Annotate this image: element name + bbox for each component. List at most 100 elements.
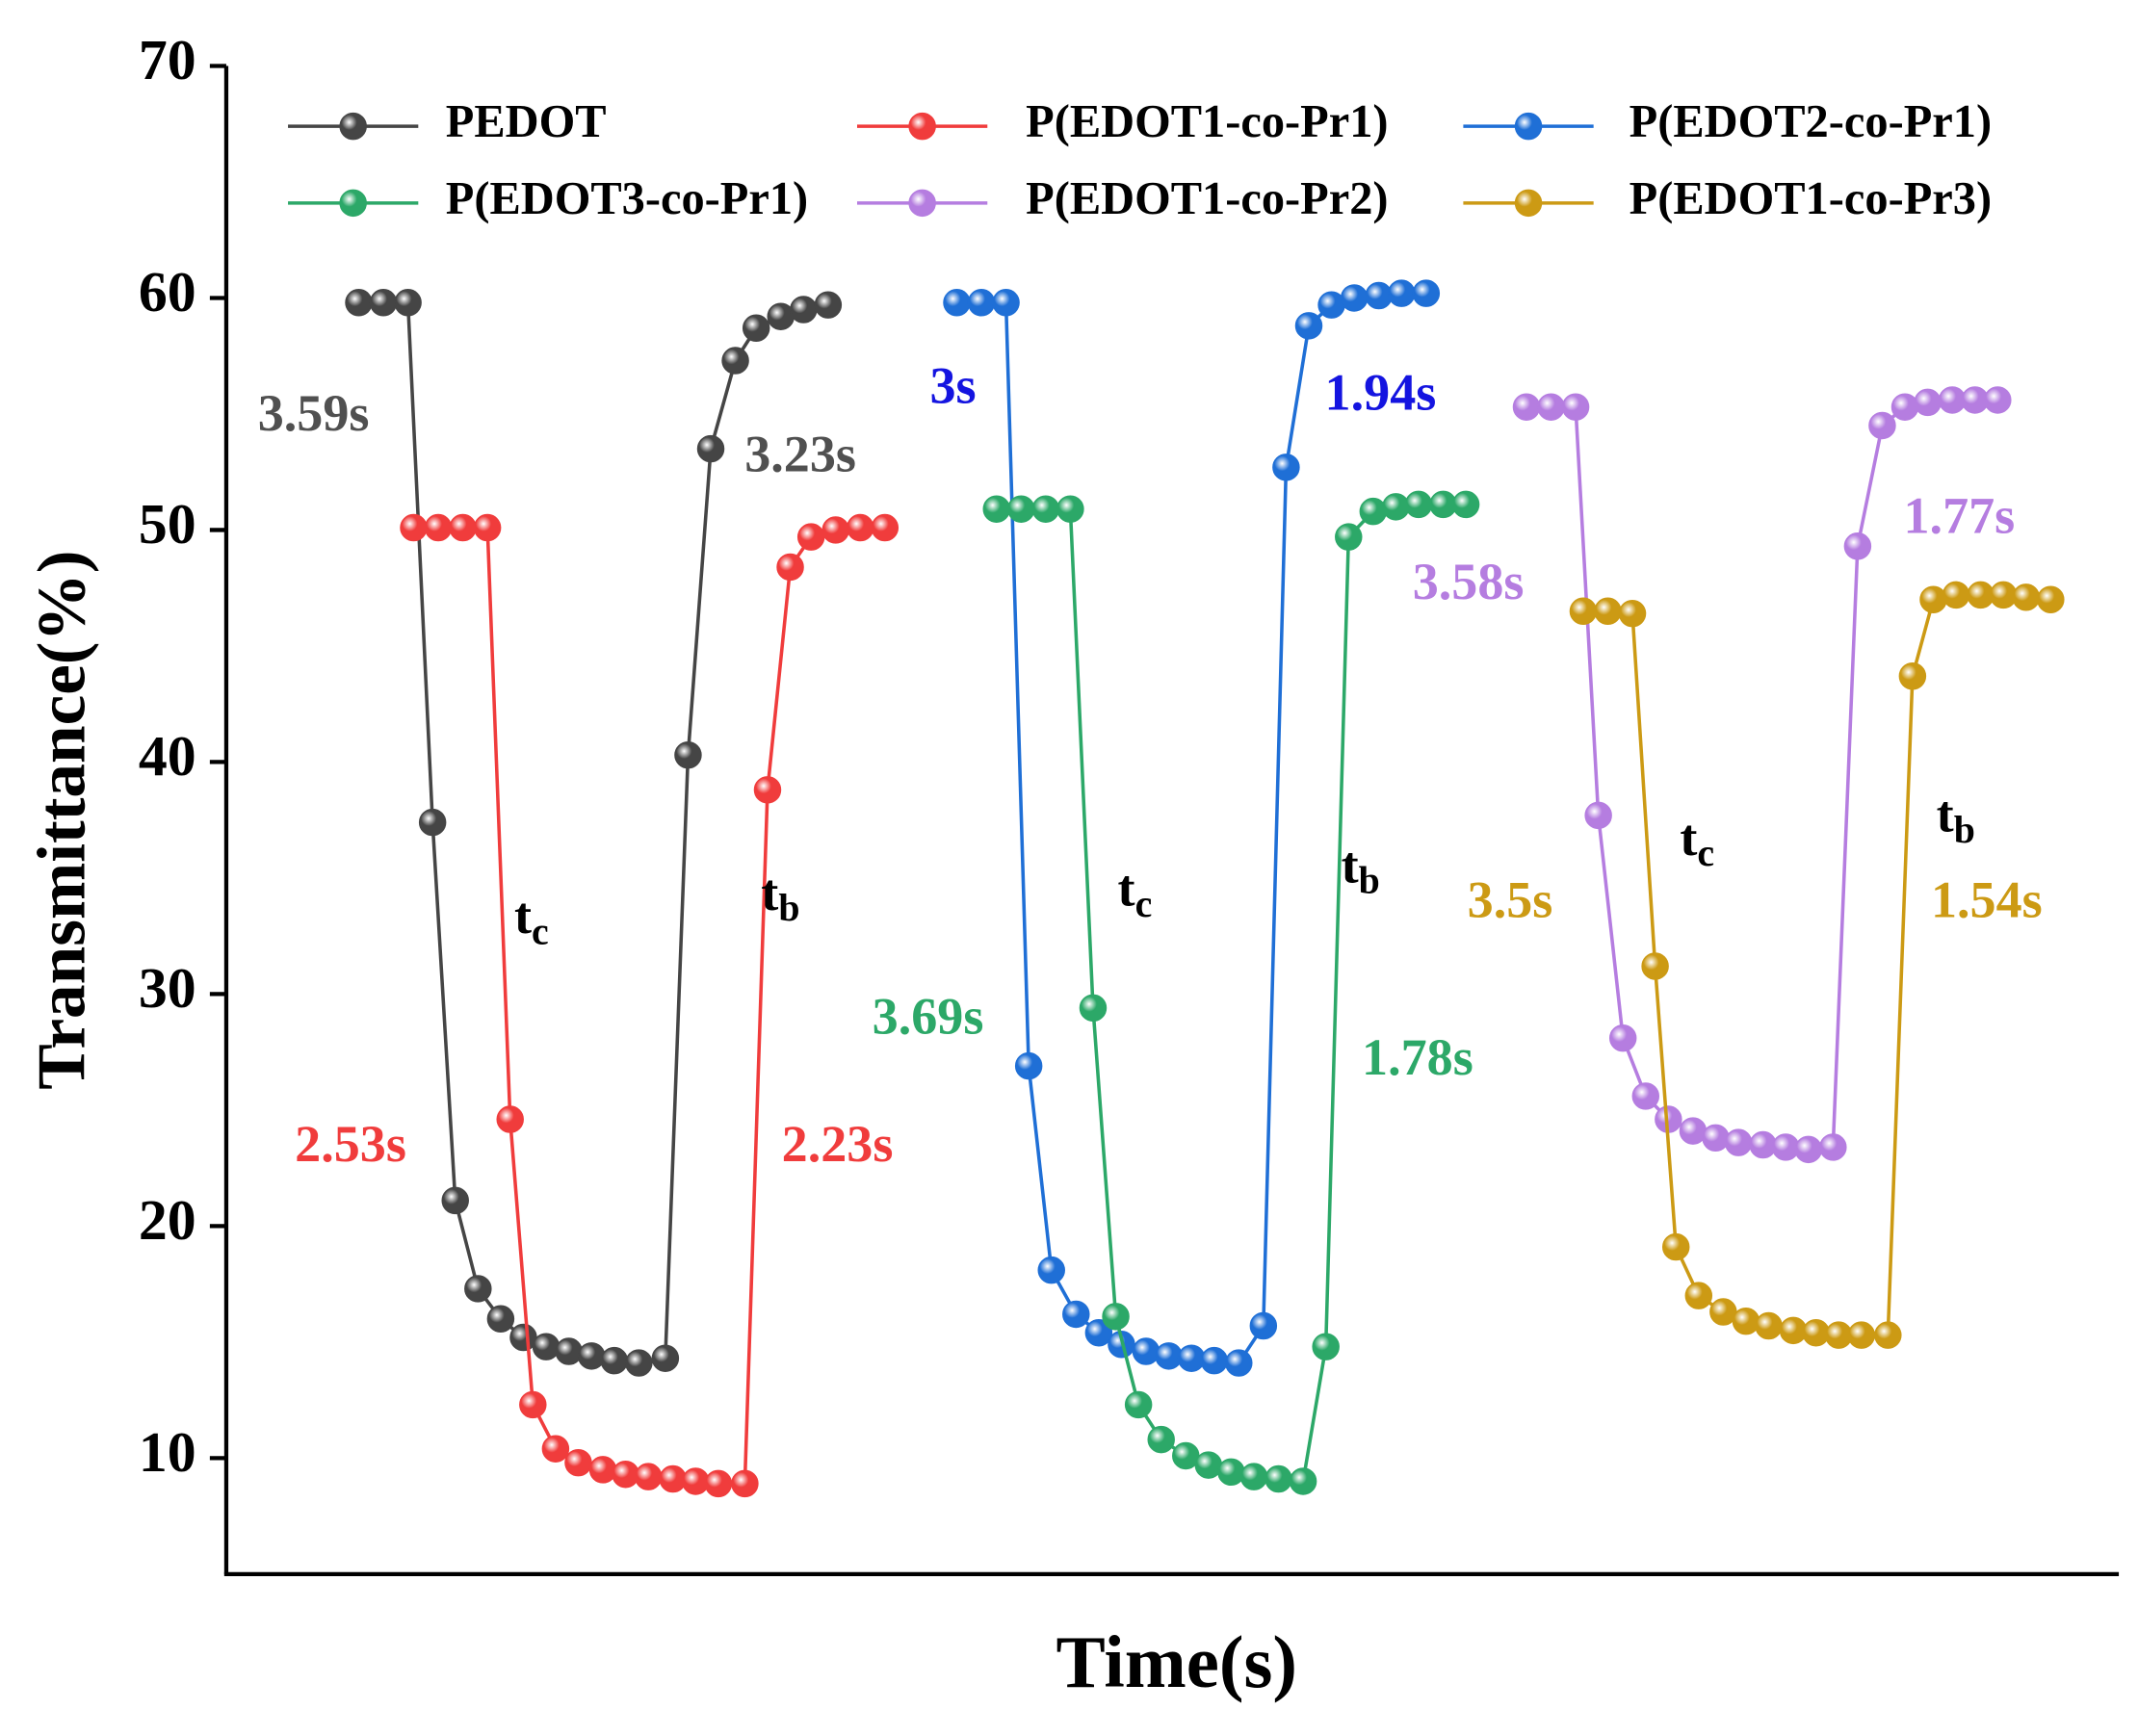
data-point: [1724, 1128, 1753, 1156]
symbol-sub: b: [778, 886, 799, 929]
annotation: 1.94s: [1325, 363, 1437, 421]
annotation: 2.23s: [782, 1115, 894, 1173]
y-tick-label: 20: [139, 1188, 196, 1252]
data-point: [625, 1349, 653, 1377]
data-point: [1984, 386, 2012, 414]
data-point: [1335, 523, 1363, 551]
data-point: [1014, 1051, 1043, 1080]
data-point: [1631, 1082, 1660, 1110]
data-point: [577, 1342, 606, 1370]
data-point: [519, 1390, 547, 1419]
data-point: [1037, 1256, 1065, 1284]
data-point: [486, 1305, 515, 1334]
data-point: [651, 1344, 680, 1372]
data-point: [555, 1337, 583, 1365]
symbol-base: t: [1118, 860, 1135, 918]
legend-label: P(EDOT3-co-Pr1): [446, 173, 808, 224]
data-point: [674, 740, 702, 769]
data-point: [682, 1467, 710, 1495]
data-point: [1679, 1117, 1708, 1145]
data-point: [1898, 662, 1927, 690]
data-point: [400, 513, 428, 542]
legend-label: P(EDOT1-co-Pr3): [1630, 173, 1992, 224]
data-point: [1819, 1133, 1847, 1161]
legend-marker: [339, 112, 367, 141]
data-point: [1084, 1318, 1113, 1347]
series-line: [413, 526, 885, 1486]
data-point: [1451, 490, 1480, 519]
legend-label: P(EDOT1-co-Pr1): [1026, 96, 1388, 147]
data-point: [1317, 291, 1345, 319]
annotation: 1.77s: [1903, 487, 2015, 545]
data-point: [1217, 1458, 1245, 1487]
data-point: [1942, 581, 1970, 609]
data-point: [1404, 490, 1433, 519]
data-point: [634, 1463, 663, 1490]
legend-marker: [908, 189, 936, 218]
annotation: 3.69s: [873, 987, 984, 1045]
data-point: [1919, 585, 1947, 613]
annotation: 3s: [929, 356, 976, 414]
data-point: [1249, 1311, 1278, 1340]
data-point: [1843, 532, 1872, 560]
data-point: [1056, 495, 1084, 523]
symbol-label: tc: [1118, 860, 1153, 925]
data-point: [541, 1435, 570, 1463]
annotation: 3.59s: [258, 384, 370, 442]
data-point: [1661, 1232, 1690, 1261]
data-point: [369, 289, 398, 317]
series-line: [956, 291, 1426, 1365]
data-point: [796, 523, 825, 551]
data-point: [1147, 1425, 1175, 1454]
data-point: [1289, 1467, 1317, 1495]
data-point: [449, 513, 477, 542]
symbol-sub: c: [532, 909, 549, 952]
data-point: [1007, 495, 1035, 523]
data-point: [1239, 1463, 1268, 1490]
data-point: [1771, 1133, 1800, 1161]
legend-marker: [1514, 189, 1543, 218]
data-point: [753, 776, 782, 804]
symbol-sub: c: [1135, 882, 1153, 925]
annotation: 2.53s: [295, 1115, 406, 1173]
data-point: [1412, 279, 1441, 307]
data-point: [441, 1186, 469, 1215]
data-point: [767, 302, 795, 330]
symbol-base: t: [1680, 809, 1697, 867]
data-point: [1989, 581, 2018, 609]
data-point: [1359, 497, 1388, 526]
data-point: [1194, 1451, 1223, 1479]
annotation: 3.58s: [1413, 553, 1525, 610]
data-point: [1890, 393, 1919, 421]
data-point: [1265, 1464, 1292, 1493]
annotation: 1.78s: [1362, 1028, 1473, 1086]
data-point: [1684, 1282, 1713, 1309]
data-point: [394, 289, 422, 317]
y-tick-label: 30: [139, 956, 196, 1020]
data-point: [1512, 393, 1541, 421]
annotation: 1.54s: [1931, 870, 2043, 928]
data-point: [1618, 599, 1647, 628]
data-point: [982, 495, 1010, 523]
y-tick-label: 60: [139, 260, 196, 324]
legend-marker: [908, 112, 936, 141]
data-point: [1031, 495, 1060, 523]
data-point: [1868, 411, 1896, 440]
data-point: [1702, 1124, 1730, 1153]
data-point: [1079, 994, 1108, 1023]
symbol-base: t: [761, 864, 778, 921]
data-point: [1608, 1023, 1637, 1052]
data-point: [1124, 1390, 1153, 1419]
data-point: [418, 808, 447, 837]
symbol-sub: b: [1954, 808, 1975, 851]
legend-marker: [339, 189, 367, 218]
data-point: [821, 516, 849, 544]
data-point: [731, 1469, 759, 1498]
data-point: [1874, 1321, 1902, 1349]
data-point: [967, 289, 996, 317]
symbol-sub: c: [1697, 831, 1714, 874]
data-point: [588, 1456, 617, 1484]
annotation: 3.5s: [1468, 870, 1553, 928]
data-point: [742, 314, 770, 343]
data-point: [721, 347, 749, 375]
